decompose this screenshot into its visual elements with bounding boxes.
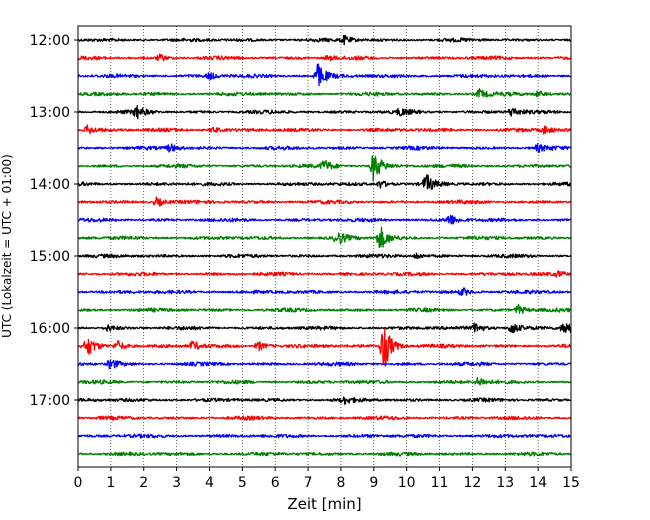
trace-line	[77, 322, 572, 334]
trace-line	[77, 155, 572, 182]
y-axis: 12:00 13:00 14:00 15:00 16:00 17:00	[30, 33, 78, 409]
x-tick-label: 14	[529, 475, 547, 491]
trace-line	[77, 174, 572, 190]
trace-line	[77, 226, 572, 249]
x-tick-label: 12	[463, 475, 481, 491]
x-tick-label: 11	[431, 475, 449, 491]
trace-line	[77, 124, 572, 135]
y-tick-label: 17:00	[30, 393, 70, 409]
trace-line	[77, 34, 572, 46]
trace-line	[77, 303, 572, 314]
x-tick-label: 2	[139, 475, 148, 491]
trace-line	[77, 88, 572, 98]
x-tick-label: 9	[369, 475, 378, 491]
y-tick-label: 16:00	[30, 321, 70, 337]
trace-line	[77, 143, 572, 153]
y-tick-label: 13:00	[30, 105, 70, 121]
trace-line	[77, 451, 572, 457]
trace-line	[77, 63, 572, 87]
trace-line	[77, 396, 572, 405]
x-tick-label: 4	[205, 475, 214, 491]
trace-line	[77, 270, 572, 278]
y-axis-label: UTC (Lokalzeit = UTC + 01:00)	[0, 154, 14, 338]
x-tick-label: 8	[336, 475, 345, 491]
trace-line	[77, 105, 572, 120]
trace-line	[77, 252, 572, 259]
trace-line	[77, 433, 572, 439]
x-tick-label: 7	[304, 475, 313, 491]
y-tick-label: 12:00	[30, 33, 70, 49]
x-tick-label: 1	[106, 475, 115, 491]
x-tick-label: 5	[238, 475, 247, 491]
trace-line	[77, 377, 572, 386]
trace-line	[77, 287, 572, 296]
x-tick-label: 15	[562, 475, 580, 491]
y-tick-label: 14:00	[30, 177, 70, 193]
y-tick-label: 15:00	[30, 249, 70, 265]
x-tick-label: 3	[172, 475, 181, 491]
x-tick-label: 0	[74, 475, 83, 491]
trace-line	[77, 415, 572, 421]
trace-line	[77, 215, 572, 225]
trace-line	[77, 196, 572, 207]
plot-frame	[77, 25, 572, 468]
trace-line	[77, 359, 572, 370]
x-tick-label: 10	[398, 475, 416, 491]
trace-line	[77, 53, 572, 62]
x-tick-label: 13	[496, 475, 514, 491]
trace-group	[77, 34, 572, 457]
x-axis-label: Zeit [min]	[287, 495, 361, 513]
x-axis: 0 1 2 3 4 5 6 7 8 9 10 11 12 13 14 15	[74, 467, 580, 491]
x-tick-label: 6	[271, 475, 280, 491]
trace-line	[77, 328, 572, 367]
